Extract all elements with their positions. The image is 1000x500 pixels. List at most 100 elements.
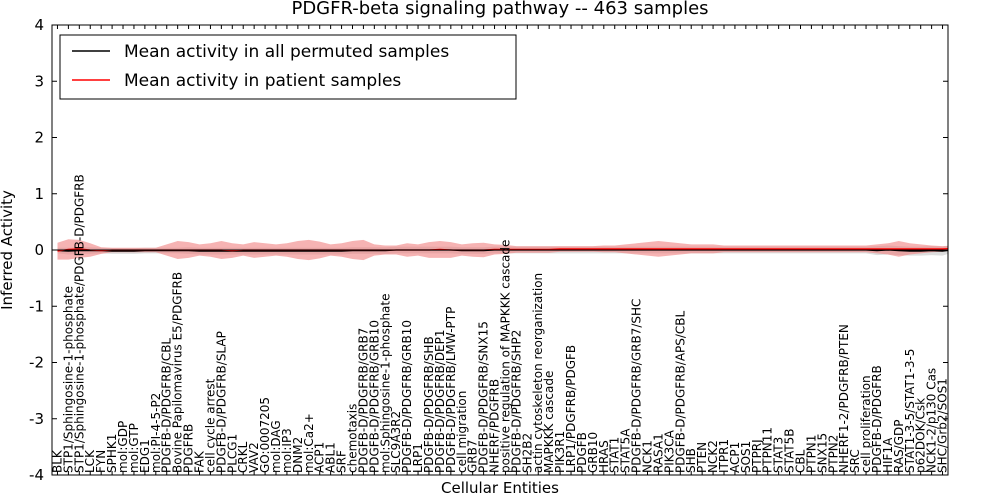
category-label: mol:GTP [127,423,141,473]
y-tick-label: -3 [29,410,44,428]
category-label: CBL [794,449,808,473]
category-label: STP1/Sphingosine-1-phosphate/PDGFB-D/PDG… [72,174,86,473]
category-label: LRP1 [411,443,425,473]
y-tick-label: 2 [34,129,44,147]
category-label: PDGFB-D/PDGFRB/GRB7 [356,328,370,473]
plot-area: BLKSTP1/Sphingosine-1-phosphateSTP1/Sphi… [29,16,950,484]
category-label: PTPN2 [826,435,840,473]
category-label: positive regulation of MAPKKK cascade [499,240,513,473]
category-label: PLCG1 [225,434,239,473]
category-label: BLK [51,449,65,473]
category-label: mol:PI-4-5-P2 [149,393,163,473]
category-label: PDGFRB [182,424,196,473]
category-label: mol:Sphingosine-1-phosphate [378,294,392,474]
category-label: SRC [848,449,862,473]
category-label: Bovine Papilomavirus E5/PDGFRB [171,272,185,473]
category-label: STAT1 [608,437,622,473]
category-label: STAT3 [772,437,786,473]
category-label: PDGFB-D/PDGFRB/SHB [422,336,436,473]
chart-title: PDGFR-beta signaling pathway -- 463 samp… [291,0,708,19]
category-label: SHB [684,448,698,473]
category-label: GRB10 [586,432,600,473]
category-label: GO:0007205 [258,397,272,473]
x-axis-label: Cellular Entities [441,479,559,497]
y-tick-label: 3 [34,72,44,90]
category-label: mol:GDP [116,421,130,473]
category-label: SNX15 [815,433,829,473]
category-label: p62DOK/Csk [914,398,928,473]
category-label: PTEN [695,442,709,473]
category-label: SLC9A3R2 [389,411,403,473]
category-label: NHERF/PDGFRB [488,379,502,473]
category-label: SOS1 [739,441,753,473]
category-label: HIF1A [881,437,895,473]
category-label: DNM2 [291,437,305,473]
category-label: PIK3R1 [553,431,567,473]
category-label: SHC/Grb2/SOS1 [936,378,950,473]
y-tick-label: -1 [29,297,44,315]
category-label: STAT5A [619,428,633,473]
category-label: PIK3CA [662,429,676,473]
category-label: EDG1 [138,439,152,473]
y-tick-label: 4 [34,16,44,34]
legend-label-patient: Mean activity in patient samples [124,71,401,91]
category-label: RAS/GDP [892,420,906,474]
category-label: mol:IP3 [280,428,294,473]
category-label: PDGFB-D/PDGFRB/SLAP [214,331,228,473]
category-label: STAT5B [783,429,797,474]
y-tick-label: -2 [29,354,44,372]
category-label: NCK1 [641,440,655,473]
category-label: GRB7 [466,439,480,473]
category-label: LCK [83,449,97,473]
category-label: ABL1 [324,442,338,473]
category-label: mol:DAG [269,420,283,473]
category-label: PDGFB-D/PDGFRB/CBL [160,338,174,473]
y-tick-label: 1 [34,185,44,203]
category-label: VAV2 [247,442,261,473]
category-label: PTPRJ [750,439,764,473]
category-label: SRF [335,450,349,473]
category-label: chemotaxis [346,404,360,473]
category-label: PDGFB-D/PDGFRB/GRB7/SHC [630,299,644,473]
category-label: ITPR1 [717,439,731,473]
category-label: HRAS [597,440,611,473]
legend-label-permuted: Mean activity in all permuted samples [124,42,449,62]
y-tick-label: 0 [34,241,44,259]
category-label: STP1/Sphingosine-1-phosphate [61,286,75,473]
category-label: mol:Ca2+ [302,413,316,473]
category-label: cell migration [455,391,469,473]
category-label: FYN [94,450,108,473]
category-label: actin cytoskeleton reorganization [531,273,545,473]
category-label: CRKL [236,441,250,473]
category-label: NCK2 [706,440,720,473]
category-label: PDGFB-D/PDGFRB [870,365,884,473]
category-label: PTPN11 [761,427,775,473]
category-label: SPHK1 [105,434,119,473]
category-label: PDGFB [575,432,589,473]
category-label: PDGFB-D/PDGFRB/LMW-PTP [444,307,458,473]
category-label: PDGFB-D/PDGFRB/SNX15 [477,321,491,473]
category-label: cell proliferation [859,375,873,473]
category-label: SH2B2 [520,433,534,473]
category-label: STAT1-3-5/STAT1-3-5 [903,349,917,473]
category-label: ACP1 [728,442,742,473]
legend: Mean activity in all permuted samples Me… [59,34,517,100]
legend-box [59,34,517,100]
y-axis-label: Inferred Activity [0,190,16,310]
category-label: MAPKKK cascade [542,371,556,473]
category-label: PTPN1 [804,435,818,473]
category-label: PDGFB-D/PDGFRB/DEP1 [433,329,447,473]
category-label: NHERF1-2/PDGFRB/PTEN [837,324,851,473]
category-label: ACP1 [313,442,327,473]
category-label: NCK1-2/p130 Cas [925,368,939,473]
category-label: LRP1/PDGFRB/PDGFB [564,345,578,473]
category-label: RASA1 [651,433,665,473]
category-label: PDGFB-D/PDGFRB/APS/CBL [673,310,687,473]
category-label: PDGFB-D/PDGFRB/GRB10 [400,320,414,473]
category-label: PDGFB-D/PDGFRB/SHP2 [509,330,523,473]
y-tick-label: -4 [29,466,44,484]
category-label: cell cycle arrest [203,378,217,473]
category-label: FAK [193,450,207,473]
category-label: PDGFB-D/PDGFRB/GRB10 [367,320,381,473]
